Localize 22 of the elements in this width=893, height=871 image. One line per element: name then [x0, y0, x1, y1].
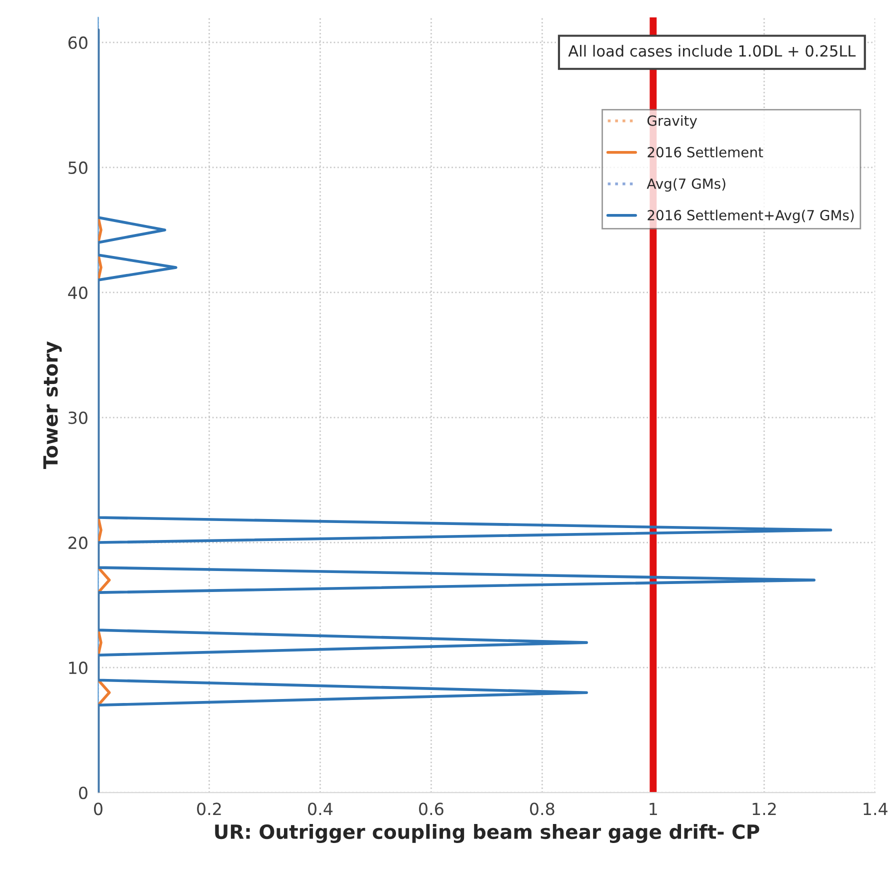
legend-label: Gravity [647, 115, 698, 129]
y-tick-label: 10 [69, 662, 88, 674]
x-tick-label: 0.4 [308, 802, 333, 816]
y-tick-label: 20 [68, 536, 88, 550]
x-tick-label: 1.2 [752, 802, 776, 815]
y-tick-label: 60 [68, 36, 88, 49]
legend-label: 2016 Settlement [648, 146, 764, 158]
legend-label: 2016 Settlement+Avg(7 GMs) [648, 210, 854, 224]
x-tick-label: 1 [650, 802, 657, 815]
x-tick-label: 1.4 [864, 802, 888, 815]
annotation: All load cases include 1.0DL + 0.25LL [568, 44, 856, 57]
y-tick-label: 50 [68, 161, 88, 174]
y-tick-label: 30 [68, 411, 88, 424]
y-axis-title: Tower story [43, 341, 62, 469]
y-tick-label: 40 [68, 286, 88, 300]
x-axis-title: UR: Outrigger coupling beam shear gage drift- CP [215, 824, 760, 843]
x-tick-label: 0.2 [197, 802, 221, 816]
legend-label: Avg(7 GMs) [646, 178, 726, 192]
x-tick-label: 0 [94, 802, 102, 816]
x-tick-label: 0.6 [419, 802, 444, 816]
x-tick-label: 0.8 [530, 802, 554, 816]
y-tick-label: 0 [79, 786, 88, 800]
